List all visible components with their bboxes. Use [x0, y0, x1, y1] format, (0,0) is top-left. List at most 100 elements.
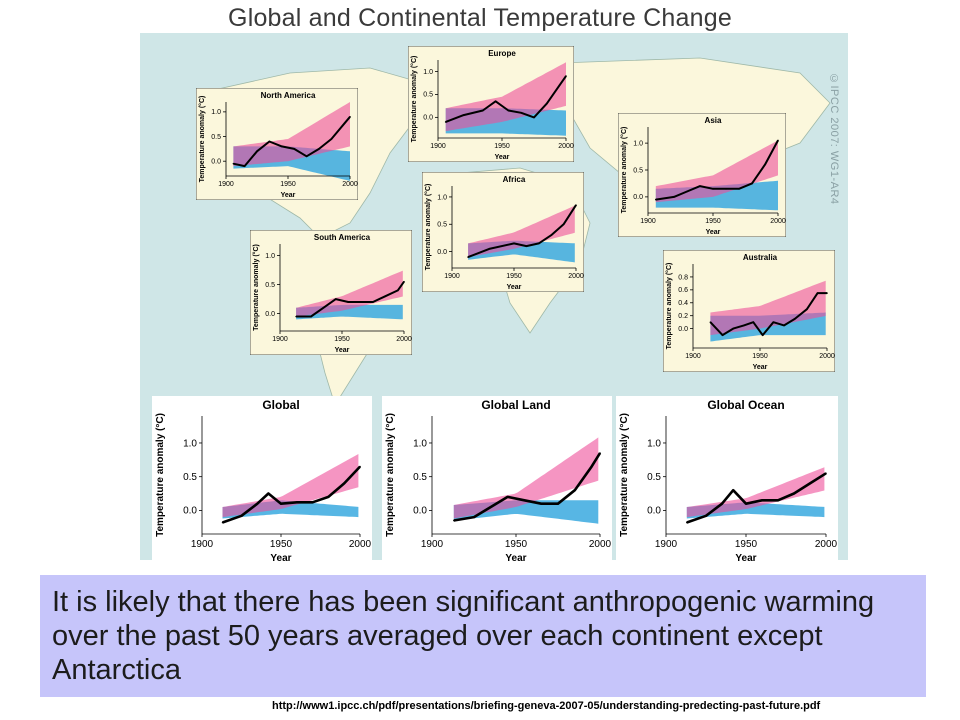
y-tick-label: 0.0	[647, 506, 661, 517]
chart-title: Europe	[488, 49, 516, 58]
observed-point	[268, 140, 271, 143]
observed-point	[673, 196, 675, 198]
south-america-chart: South America 1900 1950 2000 0.0 0.5 1.0 Year Te…	[250, 230, 412, 355]
observed-point	[243, 165, 246, 167]
observed-point	[507, 109, 510, 112]
chart-title: Global Land	[481, 398, 550, 412]
chart-title: Global	[262, 398, 299, 412]
observed-point	[752, 321, 755, 323]
observed-point	[562, 223, 565, 226]
x-tick-label: 2000	[589, 539, 612, 550]
observed-point	[513, 242, 515, 245]
y-tick-label: 0.0	[423, 115, 433, 122]
observed-point	[293, 148, 295, 150]
observed-point	[721, 502, 723, 505]
observed-point	[558, 84, 561, 87]
chart-title: Australia	[743, 253, 778, 262]
combined-forcing-band	[710, 280, 826, 336]
panel-global-ocean: Global Ocean 1900 1950 2000 0.0 0.5 1.0 Year Tem…	[616, 396, 838, 564]
observed-point	[318, 148, 320, 150]
observed-point	[280, 502, 282, 505]
y-tick-label: 0.8	[678, 274, 688, 281]
y-tick-label: 0.0	[413, 506, 427, 517]
observed-point	[240, 514, 243, 517]
y-tick-label: 1.0	[183, 438, 197, 449]
observed-point	[809, 482, 811, 485]
x-tick-label: 2000	[770, 218, 786, 225]
x-tick-label: 1950	[270, 539, 293, 550]
observed-point	[343, 482, 345, 485]
chart-title: South America	[314, 233, 371, 242]
y-tick-label: 0.0	[211, 159, 221, 166]
x-tick-label: 1950	[334, 336, 350, 343]
observed-point	[745, 502, 747, 505]
observed-point	[761, 334, 764, 336]
observed-point	[397, 289, 399, 292]
y-tick-label: 1.0	[647, 438, 661, 449]
observed-temperature-line	[453, 452, 602, 522]
observed-temperature-line	[467, 204, 577, 259]
y-axis-label: Temperature anomaly (°C)	[619, 413, 630, 537]
x-axis-label: Year	[735, 553, 756, 564]
x-tick-label: 1900	[655, 539, 678, 550]
x-tick-label: 1900	[640, 218, 656, 225]
observed-point	[546, 102, 548, 105]
australia-chart: Australia 1900 1950 2000 0.0 0.2 0.4 0.6 0.8 Year…	[663, 250, 835, 372]
x-tick-label: 1950	[705, 218, 721, 225]
combined-forcing-band	[655, 140, 778, 203]
x-tick-label: 2000	[396, 336, 412, 343]
observed-point	[764, 163, 766, 166]
observed-point	[550, 234, 552, 236]
observed-point	[557, 502, 559, 505]
observed-point	[296, 501, 298, 504]
observed-temperature-line	[686, 472, 827, 524]
y-axis-label: Temperature anomaly (°C)	[198, 96, 206, 183]
observed-point	[599, 452, 601, 454]
observed-point	[525, 245, 528, 247]
x-tick-label: 1900	[444, 273, 460, 280]
y-axis-label: Temperature anomaly (°C)	[620, 127, 628, 214]
africa-chart: Africa 1900 1950 2000 0.0 0.5 1.0 Year Temperatu…	[422, 172, 584, 292]
ipcc-credit: ©IPCC 2007: WG1-AR4	[828, 73, 840, 205]
y-axis-label: Temperature anomaly (°C)	[410, 56, 418, 143]
combined-forcing-band	[222, 454, 359, 518]
observed-point	[221, 521, 224, 524]
observed-point	[467, 256, 469, 258]
observed-point	[794, 318, 796, 320]
inset-africa: Africa 1900 1950 2000 0.0 0.5 1.0 Year Temperatu…	[422, 172, 584, 292]
observed-point	[538, 242, 540, 245]
source-url: http://www1.ipcc.ch/pdf/presentations/br…	[272, 700, 821, 712]
observed-point	[384, 295, 387, 297]
y-axis-label: Temperature anomaly (°C)	[424, 184, 432, 271]
observed-point	[732, 489, 734, 491]
y-tick-label: 0.5	[437, 222, 447, 229]
y-tick-label: 0.2	[678, 313, 688, 320]
observed-temperature-line	[296, 281, 405, 318]
observed-point	[655, 198, 657, 201]
panel-global: Global 1900 1950 2000 0.0 0.5 1.0 Year Temperatu…	[152, 396, 372, 564]
x-tick-label: 1950	[506, 273, 522, 280]
observed-point	[349, 116, 351, 118]
y-tick-label: 0.5	[211, 134, 221, 141]
y-tick-label: 1.0	[423, 69, 433, 76]
x-tick-label: 1900	[421, 539, 444, 550]
inset-australia: Australia 1900 1950 2000 0.0 0.2 0.4 0.6 0.8 Year…	[663, 250, 835, 372]
x-tick-label: 2000	[342, 181, 358, 188]
statement-text: It is likely that there has been signifi…	[52, 586, 875, 686]
x-tick-label: 1900	[685, 353, 701, 360]
y-tick-label: 0.0	[265, 311, 275, 318]
inset-europe: Europe 1900 1950 2000 0.0 0.5 1.0 Year Temperatu…	[408, 46, 574, 162]
y-tick-label: 0.0	[437, 249, 447, 256]
observed-point	[686, 190, 688, 193]
north-america-chart: North America 1900 1950 2000 0.0 0.5 1.0 Year Te…	[196, 88, 358, 200]
observed-point	[295, 315, 297, 318]
combined-forcing-band	[468, 205, 575, 258]
observed-point	[705, 514, 707, 517]
x-tick-label: 2000	[558, 143, 574, 150]
observed-point	[322, 307, 325, 309]
observed-point	[488, 248, 490, 250]
observed-point	[826, 292, 828, 294]
observed-temperature-line	[222, 465, 361, 524]
observed-point	[761, 499, 763, 502]
observed-point	[783, 324, 785, 327]
